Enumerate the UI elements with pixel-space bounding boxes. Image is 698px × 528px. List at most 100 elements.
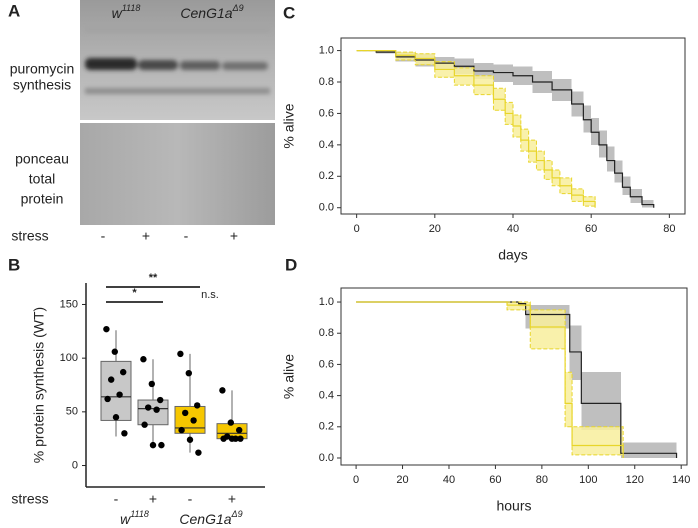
y-axis-label: % alive	[281, 103, 297, 148]
data-point	[116, 391, 123, 398]
data-point	[178, 426, 185, 434]
x-tick-label: 100	[579, 474, 597, 486]
plot-frame	[340, 287, 688, 466]
data-point	[228, 435, 236, 442]
genotype-superscript: Δ9	[231, 509, 243, 519]
data-point	[195, 449, 202, 456]
panel-label: A	[8, 1, 20, 20]
y-tick-label: 0.8	[319, 76, 334, 88]
confidence-band	[630, 188, 642, 203]
genotype-name: CenG1a	[180, 5, 232, 21]
survival-curve	[356, 301, 624, 458]
genotype-name: CenG1a	[179, 511, 231, 527]
y-tick-label: 0.8	[319, 327, 334, 339]
confidence-band	[599, 130, 607, 158]
confidence-band	[572, 426, 624, 455]
y-tick-label: 0	[72, 459, 78, 471]
stress-level: -	[101, 228, 106, 244]
confidence-band	[395, 52, 416, 60]
row-label: puromycin	[10, 61, 75, 77]
data-point	[237, 435, 244, 442]
x-tick-label: 60	[489, 474, 501, 486]
y-tick-label: 50	[66, 406, 78, 418]
confidence-band	[642, 199, 654, 208]
blot-image	[80, 0, 275, 225]
y-axis-label: % alive	[281, 354, 297, 399]
genotype-label: CenG1aΔ9	[179, 509, 242, 526]
x-tick-label: 20	[396, 474, 408, 486]
confidence-band	[415, 53, 435, 65]
row-label: synthesis	[13, 77, 71, 93]
data-point	[121, 430, 128, 437]
blot-lower	[80, 123, 275, 225]
x-tick-label: 20	[429, 223, 441, 235]
confidence-band	[507, 302, 531, 310]
panel-label: D	[285, 255, 297, 274]
data-point	[194, 402, 201, 409]
genotype-superscript: 1118	[130, 509, 149, 519]
data-point	[220, 435, 227, 442]
survival-curve	[356, 49, 596, 208]
data-point	[120, 368, 127, 376]
data-point	[177, 350, 184, 358]
confidence-band	[620, 442, 677, 458]
y-tick-label: 0.6	[319, 358, 334, 370]
confidence-band	[454, 67, 474, 86]
x-axis-label: days	[498, 247, 528, 263]
y-tick-label: 0.4	[319, 139, 334, 151]
data-point	[112, 414, 120, 421]
confidence-band	[622, 176, 631, 196]
stress-level: -	[184, 228, 189, 244]
confidence-band	[591, 118, 599, 145]
panel-label: C	[283, 3, 295, 22]
data-point	[190, 417, 197, 424]
x-tick-label: 0	[353, 474, 359, 486]
genotype-name: w	[120, 511, 131, 527]
x-axis-label: hours	[496, 498, 531, 514]
y-tick-label: 150	[60, 298, 78, 310]
panel-label: B	[8, 255, 20, 274]
confidence-band	[565, 372, 573, 427]
row-label: total	[29, 171, 55, 187]
data-point	[236, 426, 243, 434]
data-point	[141, 421, 148, 428]
confidence-band	[569, 325, 582, 381]
data-point	[149, 441, 157, 449]
data-point	[158, 441, 165, 449]
genotype-name: w	[112, 5, 123, 21]
survival-curve	[356, 49, 655, 208]
y-tick-label: 1.0	[319, 296, 334, 308]
data-point	[108, 376, 115, 383]
stress-label: stress	[11, 228, 48, 244]
data-point	[153, 406, 160, 413]
data-point	[227, 419, 234, 426]
x-tick-label: 40	[507, 223, 519, 235]
confidence-band	[581, 372, 621, 430]
y-axis-label: % protein synthesis (WT)	[31, 307, 47, 463]
data-point	[111, 348, 119, 355]
confidence-band	[493, 64, 513, 82]
y-tick-label: 100	[60, 352, 78, 364]
x-tick-label: -	[114, 491, 119, 507]
x-tick-label: +	[228, 491, 236, 507]
data-point	[157, 396, 164, 404]
genotype-label: w1118	[120, 509, 149, 526]
data-point	[219, 387, 226, 394]
stress-level: +	[142, 228, 150, 244]
confidence-band	[614, 160, 623, 183]
data-point	[185, 369, 192, 377]
stress-level: +	[230, 228, 238, 244]
x-tick-label: 140	[672, 474, 690, 486]
x-tick-label: +	[149, 491, 157, 507]
y-tick-label: 0.6	[319, 107, 334, 119]
x-tick-label: 120	[626, 474, 644, 486]
stress-label: stress	[11, 491, 48, 507]
confidence-band	[606, 146, 615, 172]
confidence-band	[530, 309, 566, 349]
x-tick-label: 80	[663, 223, 675, 235]
survival-curve	[356, 301, 678, 458]
x-tick-label: 0	[354, 223, 360, 235]
x-tick-label: 80	[536, 474, 548, 486]
band-edge	[356, 50, 596, 208]
genotype-label: CenG1aΔ9	[180, 3, 243, 20]
